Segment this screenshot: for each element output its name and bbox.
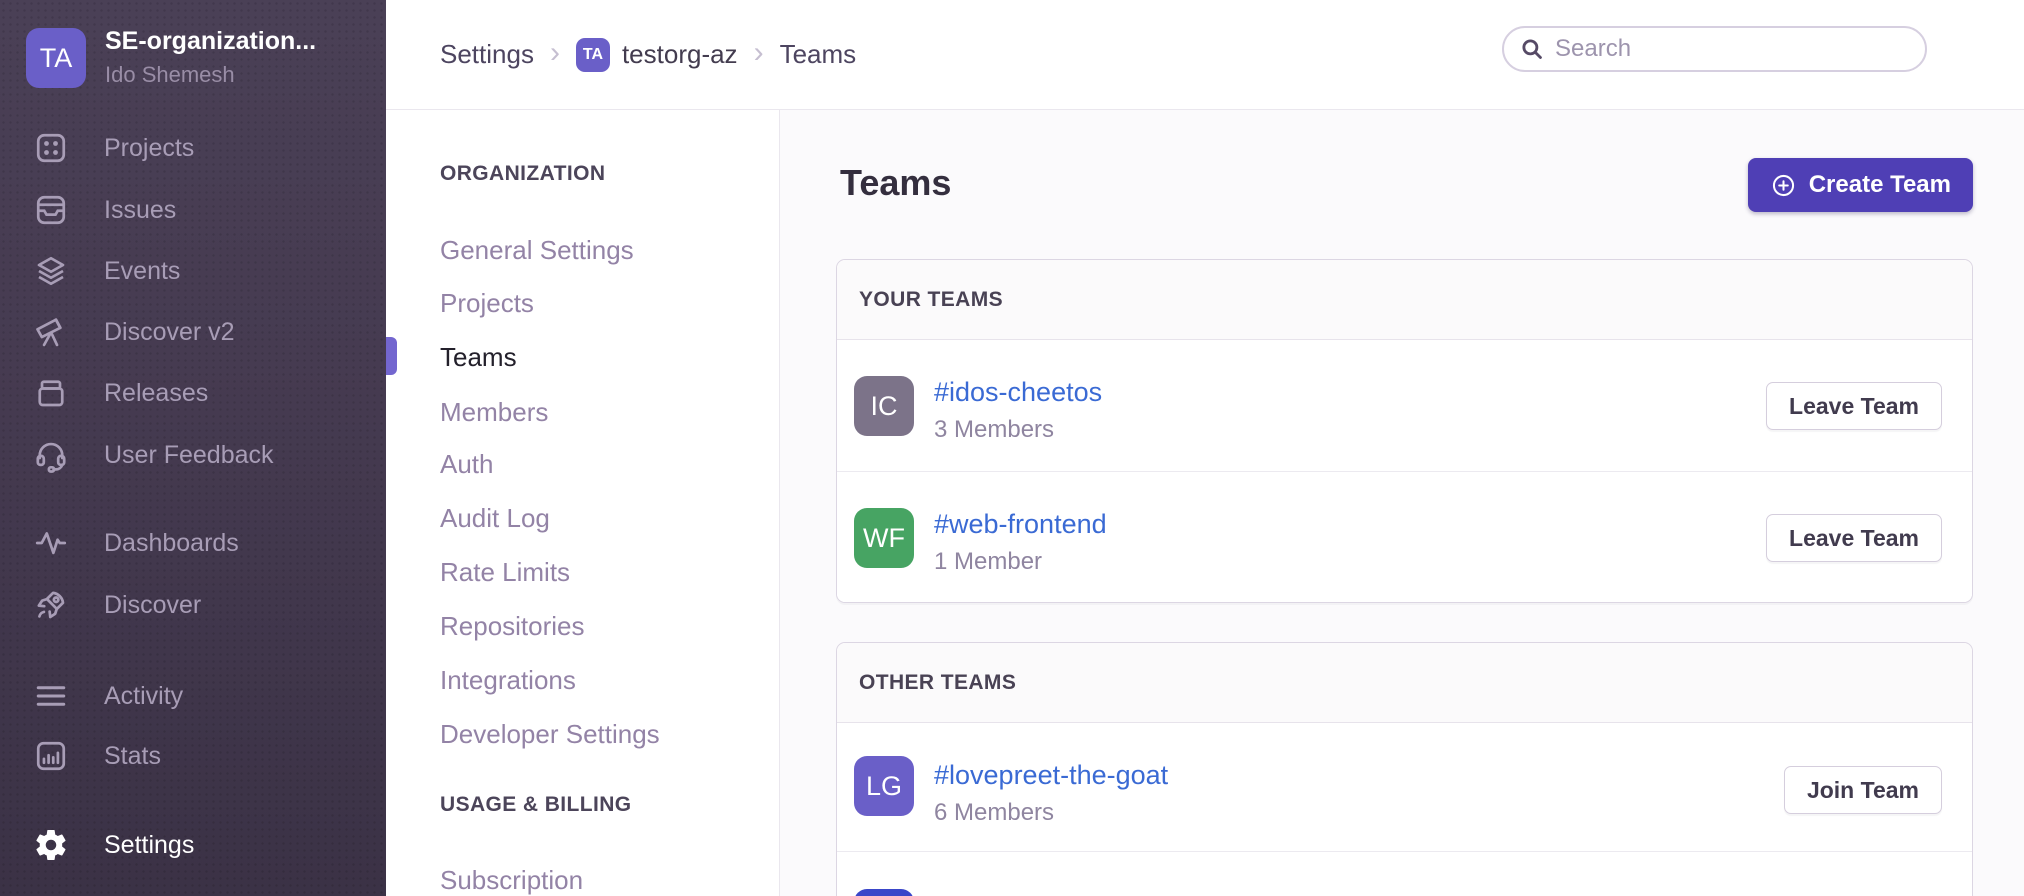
settings-nav-heading-usage-billing: USAGE & BILLING <box>440 793 632 816</box>
sidebar-item-label: Issues <box>104 196 177 224</box>
team-avatar: IC <box>854 376 914 436</box>
sidebar-item-label: Projects <box>104 134 195 162</box>
team-name-link[interactable]: #lovepreet-the-goat <box>934 760 1169 790</box>
telescope-icon <box>36 318 62 347</box>
settings-nav-rate-limits[interactable]: Rate Limits <box>440 557 571 587</box>
team-member-count: 6 Members <box>934 799 1055 826</box>
org-avatar: TA <box>26 28 86 88</box>
search-box[interactable] <box>1502 26 1927 72</box>
team-member-count: 3 Members <box>934 416 1055 443</box>
top-bar: Settings › TA testorg-az › Teams <box>386 0 2024 110</box>
sidebar-item-stats[interactable]: Stats <box>0 736 386 776</box>
panel-title: YOUR TEAMS <box>837 260 1972 340</box>
sidebar-item-discover-v2[interactable]: Discover v2 <box>0 312 386 352</box>
settings-nav-auth[interactable]: Auth <box>440 449 494 479</box>
settings-nav-teams[interactable]: Teams <box>440 342 517 372</box>
issues-icon <box>36 195 66 225</box>
sidebar-item-user-feedback[interactable]: User Feedback <box>0 435 386 475</box>
settings-nav-integrations[interactable]: Integrations <box>440 665 576 695</box>
breadcrumb-settings[interactable]: Settings <box>440 39 534 69</box>
sidebar-item-events[interactable]: Events <box>0 251 386 291</box>
team-name-link[interactable]: #web-frontend <box>934 509 1107 539</box>
team-avatar: LG <box>854 756 914 816</box>
pulse-icon <box>35 532 67 555</box>
leave-team-button[interactable]: Leave Team <box>1766 514 1942 562</box>
sidebar-item-label: User Feedback <box>104 441 274 469</box>
other-teams-panel: OTHER TEAMS LG #lovepreet-the-goat 6 Mem… <box>836 642 1973 896</box>
breadcrumb-org-label: testorg-az <box>621 39 738 69</box>
main-content: Teams Create Team YOUR TEAMS IC #idos-ch… <box>780 110 2024 896</box>
page-title: Teams <box>840 162 952 203</box>
sidebar-item-label: Activity <box>104 682 184 710</box>
team-avatar <box>854 889 914 896</box>
sidebar-item-label: Discover <box>104 591 202 619</box>
headset-icon <box>36 442 66 473</box>
sidebar-item-dashboards[interactable]: Dashboards <box>0 523 386 563</box>
sidebar-item-settings[interactable]: Settings <box>0 825 386 865</box>
sidebar-item-label: Releases <box>104 379 209 407</box>
team-name-link[interactable]: #idos-cheetos <box>934 377 1103 407</box>
team-row: WF #web-frontend 1 Member Leave Team <box>837 472 1972 602</box>
team-row-partial <box>837 852 1972 896</box>
sidebar-item-releases[interactable]: Releases <box>0 373 386 413</box>
settings-nav-members[interactable]: Members <box>440 397 549 427</box>
chevron-right-icon: › <box>753 35 764 69</box>
settings-nav-developer-settings[interactable]: Developer Settings <box>440 719 660 749</box>
chevron-right-icon: › <box>549 35 560 69</box>
search-input[interactable] <box>1555 35 1913 63</box>
bar-chart-icon <box>36 741 66 771</box>
team-row: LG #lovepreet-the-goat 6 Members Join Te… <box>837 723 1972 852</box>
sidebar-item-discover[interactable]: Discover <box>0 585 386 625</box>
sidebar-item-label: Settings <box>104 831 195 859</box>
user-name: Ido Shemesh <box>105 62 235 87</box>
breadcrumb-org[interactable]: TA testorg-az <box>575 37 738 72</box>
app-sidebar: TA SE-organization... Ido Shemesh Projec… <box>0 0 386 896</box>
team-avatar: WF <box>854 508 914 568</box>
layers-icon <box>37 256 65 286</box>
team-row: IC #idos-cheetos 3 Members Leave Team <box>837 340 1972 472</box>
sidebar-item-label: Dashboards <box>104 529 239 557</box>
settings-nav-repositories[interactable]: Repositories <box>440 611 585 641</box>
settings-nav-subscription[interactable]: Subscription <box>440 865 584 895</box>
settings-nav-heading-organization: ORGANIZATION <box>440 162 606 185</box>
rocket-icon <box>37 591 65 619</box>
settings-nav-audit-log[interactable]: Audit Log <box>440 503 550 533</box>
active-nav-indicator <box>386 337 397 375</box>
plus-circle-icon <box>1772 174 1794 196</box>
team-member-count: 1 Member <box>934 548 1043 575</box>
breadcrumb: Settings › TA testorg-az › Teams <box>440 0 856 109</box>
search-icon <box>1522 39 1542 59</box>
org-switcher[interactable]: TA SE-organization... Ido Shemesh <box>0 0 386 100</box>
org-name: SE-organization... <box>105 27 317 55</box>
settings-nav-general-settings[interactable]: General Settings <box>440 235 634 265</box>
your-teams-panel: YOUR TEAMS IC #idos-cheetos 3 Members Le… <box>836 259 1973 603</box>
breadcrumb-page: Teams <box>779 39 857 69</box>
join-team-button[interactable]: Join Team <box>1783 766 1942 814</box>
sidebar-item-issues[interactable]: Issues <box>0 190 386 230</box>
create-team-button[interactable]: Create Team <box>1747 158 1973 212</box>
settings-nav: ORGANIZATION General Settings Projects T… <box>386 110 780 896</box>
panel-title: OTHER TEAMS <box>837 643 1972 723</box>
create-team-label: Create Team <box>1808 171 1951 198</box>
gear-icon <box>36 830 66 861</box>
org-chip-avatar: TA <box>575 37 610 72</box>
sidebar-item-label: Discover v2 <box>104 318 235 346</box>
sidebar-item-label: Events <box>104 257 181 285</box>
settings-nav-projects[interactable]: Projects <box>440 288 534 318</box>
sidebar-item-label: Stats <box>104 742 161 770</box>
sidebar-item-projects[interactable]: Projects <box>0 128 386 168</box>
list-lines-icon <box>36 686 66 706</box>
projects-icon <box>36 133 66 163</box>
archive-box-icon <box>38 380 64 407</box>
leave-team-button[interactable]: Leave Team <box>1766 382 1942 430</box>
sidebar-item-activity[interactable]: Activity <box>0 676 386 716</box>
